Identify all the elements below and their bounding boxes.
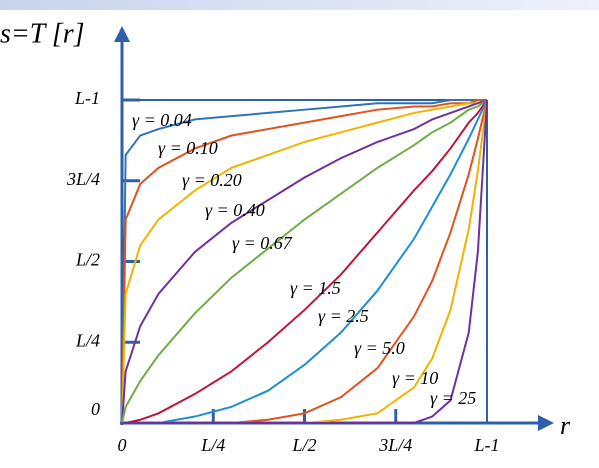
x-axis-label: r (560, 411, 571, 440)
curve (121, 99, 488, 424)
x-tick-label: L/2 (291, 435, 316, 455)
curve (122, 99, 488, 424)
series-label: γ = 0.04 (132, 110, 192, 130)
series-label: γ = 5.0 (354, 338, 405, 358)
series-label: γ = 2.5 (318, 306, 369, 326)
slide-band (0, 0, 599, 10)
series-label: γ = 1.5 (290, 278, 341, 298)
y-tick-label: L/4 (75, 330, 100, 350)
curve (121, 99, 488, 424)
series-label: γ = 0.10 (158, 138, 218, 158)
series-label: γ = 0.20 (182, 170, 242, 190)
x-tick-label: L-1 (473, 435, 499, 455)
y-arrow (114, 26, 130, 42)
series-label: γ = 0.67 (232, 233, 293, 253)
series-label: γ = 25 (430, 388, 476, 408)
curve (121, 99, 487, 424)
x-tick-label: 3L/4 (378, 435, 412, 455)
curve (121, 99, 487, 424)
curve (122, 99, 488, 424)
x-tick-label: L/4 (200, 435, 225, 455)
y-tick-label: L-1 (74, 88, 100, 108)
series-label: γ = 10 (392, 368, 438, 388)
y-tick-label: 0 (91, 399, 100, 419)
y-axis-label: s=T [r] (0, 18, 85, 49)
x-arrow (538, 415, 554, 431)
curve (121, 99, 488, 424)
y-tick-label: 3L/4 (66, 169, 100, 189)
series-label: γ = 0.40 (205, 200, 265, 220)
y-tick-label: L/2 (75, 250, 100, 270)
x-tick-label: 0 (118, 435, 127, 455)
